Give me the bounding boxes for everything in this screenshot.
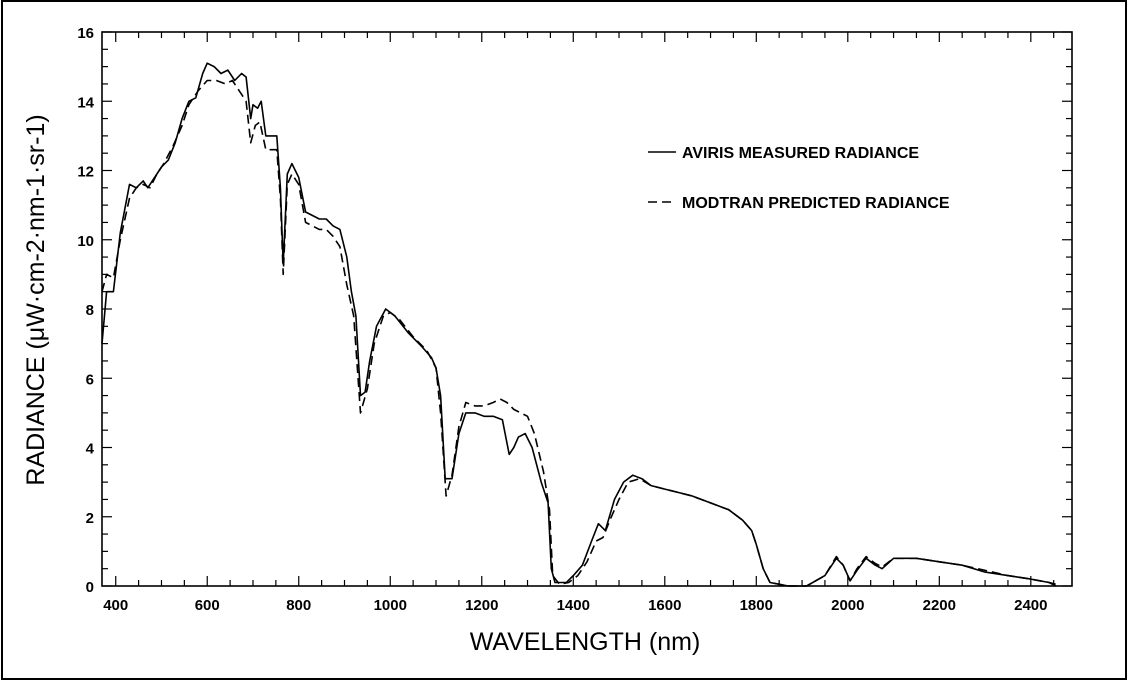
legend-label-2: MODTRAN PREDICTED RADIANCE xyxy=(682,195,950,212)
legend: AVIRIS MEASURED RADIANCE MODTRAN PREDICTE… xyxy=(648,145,950,212)
y-axis-title: RADIANCE (μW·cm-2·nm-1·sr-1) xyxy=(22,114,50,485)
x-tick-label: 600 xyxy=(195,597,220,614)
y-tick-label: 12 xyxy=(77,164,94,181)
x-tick-label: 400 xyxy=(103,597,128,614)
x-tick-label: 1800 xyxy=(740,597,773,614)
x-tick-label: 1400 xyxy=(557,597,590,614)
y-tick-label: 0 xyxy=(86,579,94,596)
x-tick-label: 800 xyxy=(286,597,311,614)
x-tick-label: 2000 xyxy=(831,597,864,614)
series-line-1 xyxy=(101,62,1057,587)
series-layer xyxy=(101,62,1057,587)
y-tick-label: 2 xyxy=(86,510,94,527)
x-tick-label: 1600 xyxy=(648,597,681,614)
y-tick-label: 14 xyxy=(77,94,94,111)
y-tick-label: 10 xyxy=(77,233,94,250)
y-tick-label: 8 xyxy=(86,302,94,319)
y-tick-label: 6 xyxy=(86,371,94,388)
x-tick-label: 2400 xyxy=(1014,597,1047,614)
x-tick-label: 1200 xyxy=(465,597,498,614)
series-line-2 xyxy=(101,79,1057,587)
x-axis-title: WAVELENGTH (nm) xyxy=(470,628,701,656)
y-tick-label: 16 xyxy=(77,25,94,42)
y-tick-label: 4 xyxy=(86,441,95,458)
axis-ticks: 400 600 800 1000 1200 1400 1600 1800 2000 2200 240… xyxy=(77,25,1072,614)
x-tick-label: 1000 xyxy=(374,597,407,614)
x-tick-label: 2200 xyxy=(923,597,956,614)
legend-label-1: AVIRIS MEASURED RADIANCE xyxy=(682,145,919,162)
